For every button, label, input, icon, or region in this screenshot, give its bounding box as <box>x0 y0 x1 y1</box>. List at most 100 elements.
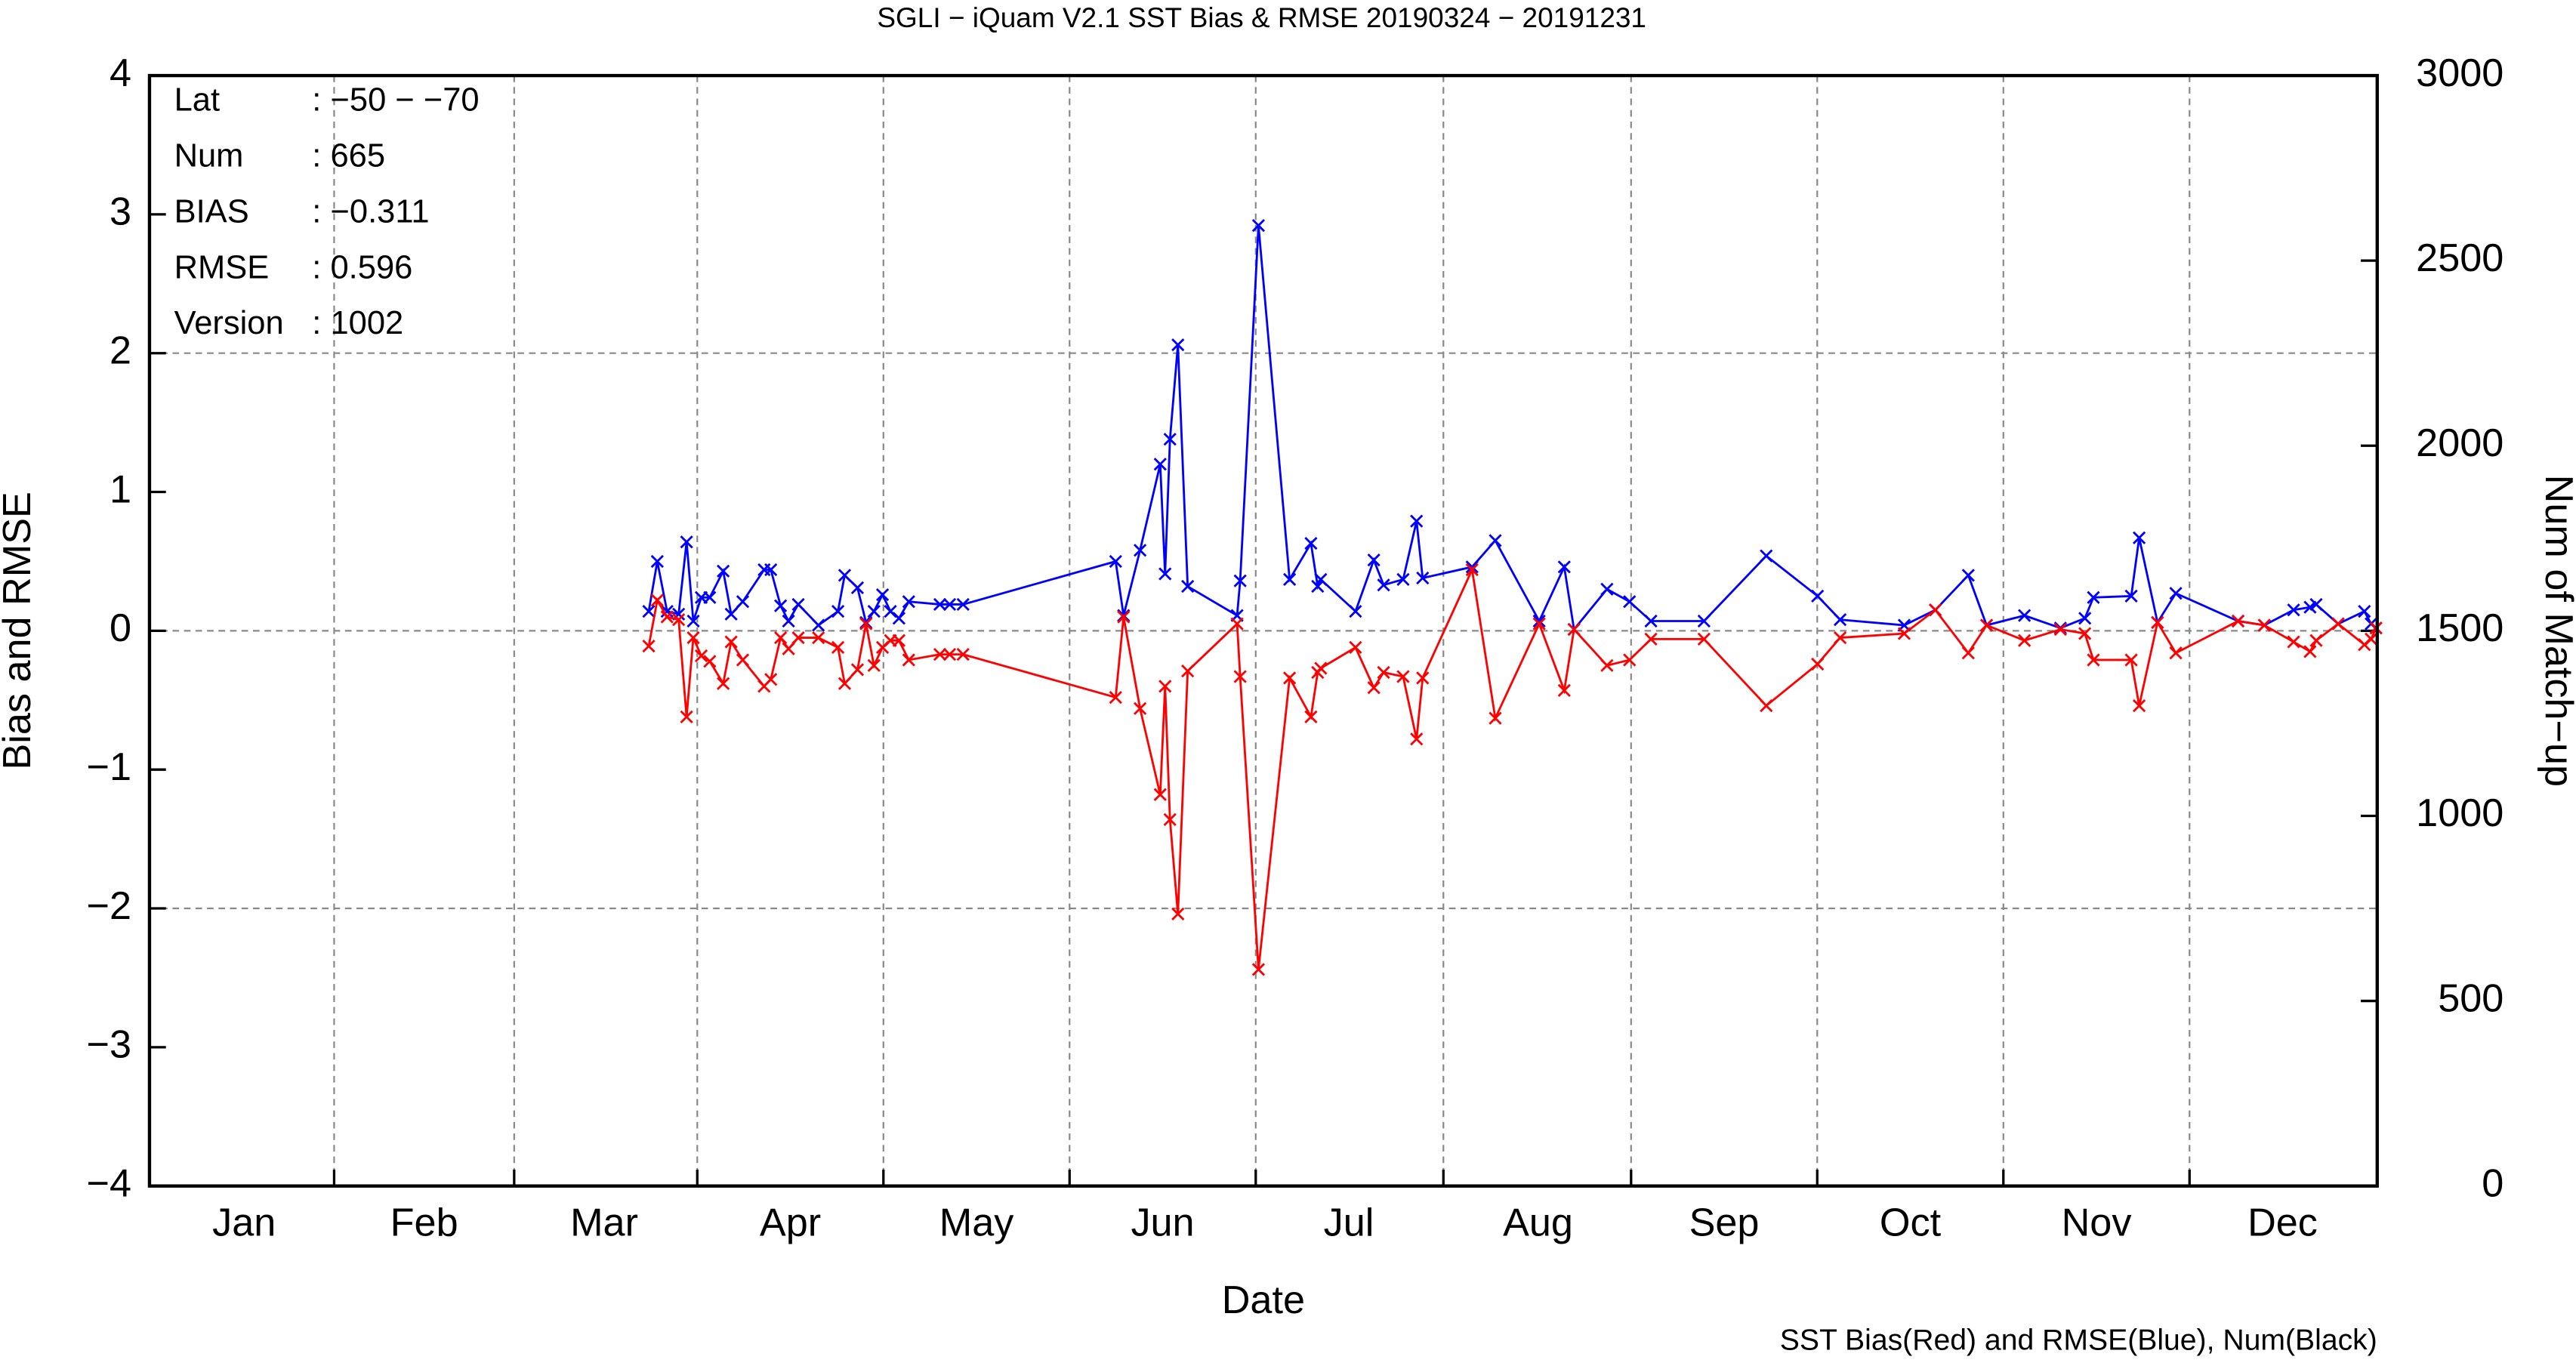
y2-tick-label: 2500 <box>2416 236 2504 280</box>
info-value: : 1002 <box>312 305 403 341</box>
data-point <box>1171 338 1185 352</box>
data-point <box>686 614 700 628</box>
data-point <box>1283 671 1297 685</box>
footnote: SST Bias(Red) and RMSE(Blue), Num(Black) <box>1780 1324 2377 1357</box>
data-point <box>884 605 897 618</box>
data-point <box>942 647 957 661</box>
data-point <box>2169 646 2183 660</box>
data-point <box>2231 614 2245 628</box>
data-point <box>2132 531 2146 544</box>
data-point <box>736 653 750 667</box>
data-point <box>1979 618 1994 632</box>
data-point <box>2303 645 2317 658</box>
data-point <box>1410 514 1424 528</box>
data-point <box>892 634 906 647</box>
data-point <box>1557 683 1571 698</box>
data-point <box>1377 578 1390 592</box>
info-value: : −0.311 <box>312 193 429 230</box>
data-point <box>875 587 890 602</box>
data-point <box>1233 670 1247 683</box>
data-point <box>933 647 947 661</box>
data-point <box>867 658 881 672</box>
data-point <box>2169 587 2183 600</box>
data-point <box>1314 572 1328 586</box>
data-point <box>1929 603 1942 617</box>
y2-tick-label: 3000 <box>2416 51 2504 95</box>
y-tick-label: 0 <box>110 606 131 650</box>
data-point <box>1697 632 1711 646</box>
data-point <box>831 605 845 618</box>
data-point <box>1567 622 1581 637</box>
x-axis-label: Date <box>1222 1278 1305 1322</box>
data-point <box>1961 646 1975 660</box>
series-line <box>647 225 2377 632</box>
data-point <box>850 663 865 677</box>
data-point <box>1489 711 1502 725</box>
data-point <box>680 535 693 549</box>
x-tick-label: Dec <box>2247 1201 2318 1245</box>
y-axis-label: Bias and RMSE <box>0 492 39 769</box>
data-point <box>2018 634 2031 647</box>
data-point <box>2309 634 2323 647</box>
data-point <box>812 631 825 645</box>
data-point <box>838 569 852 582</box>
data-point <box>956 647 970 661</box>
y-tick-label: 1 <box>110 467 131 511</box>
data-point <box>1304 536 1318 550</box>
data-point <box>1367 681 1381 695</box>
data-point <box>892 612 906 625</box>
data-point <box>2078 612 2092 625</box>
data-point <box>1153 458 1167 471</box>
data-point <box>642 605 656 618</box>
data-point <box>1251 963 1266 976</box>
y2-axis-label: Num of Match−up <box>2537 475 2576 787</box>
data-point <box>1163 812 1177 826</box>
y2-tick-label: 1000 <box>2416 791 2504 835</box>
y2-tick-label: 500 <box>2438 976 2504 1020</box>
data-point <box>850 581 865 594</box>
data-point <box>1134 544 1147 557</box>
data-point <box>1410 732 1424 746</box>
data-point <box>1644 614 1658 628</box>
data-point <box>2365 632 2378 646</box>
data-point <box>1623 653 1637 667</box>
data-point <box>686 631 700 645</box>
data-point <box>782 642 795 655</box>
y2-tick-label: 1500 <box>2416 606 2504 650</box>
data-point <box>2087 653 2100 667</box>
data-point <box>660 610 674 624</box>
data-point <box>838 677 852 690</box>
data-point <box>773 599 788 612</box>
data-point <box>2287 603 2300 617</box>
data-point <box>2053 622 2067 637</box>
data-point <box>680 710 693 723</box>
data-point <box>717 677 730 690</box>
data-point <box>902 595 915 609</box>
data-point <box>782 614 795 628</box>
data-point <box>1233 574 1247 587</box>
data-point <box>1283 572 1297 586</box>
x-tick-label: Mar <box>570 1201 638 1245</box>
data-point <box>1377 665 1390 680</box>
data-point <box>1644 632 1658 646</box>
data-point <box>867 605 881 618</box>
data-point <box>650 594 664 607</box>
data-point <box>1489 534 1502 547</box>
data-point <box>933 597 947 612</box>
y-tick-label: 2 <box>110 329 131 373</box>
data-point <box>902 653 915 667</box>
data-point <box>1117 610 1131 624</box>
data-point <box>1134 701 1147 715</box>
x-tick-label: Nov <box>2062 1201 2132 1245</box>
info-label: RMSE <box>174 249 270 285</box>
data-point <box>1961 569 1975 582</box>
data-point <box>2018 609 2031 622</box>
data-point <box>1697 614 1711 628</box>
data-point <box>1532 617 1546 631</box>
data-point <box>2087 590 2100 604</box>
data-point <box>1600 658 1614 672</box>
y-tick-label: 3 <box>110 190 131 234</box>
data-point <box>2309 597 2323 612</box>
data-point <box>1396 572 1410 586</box>
